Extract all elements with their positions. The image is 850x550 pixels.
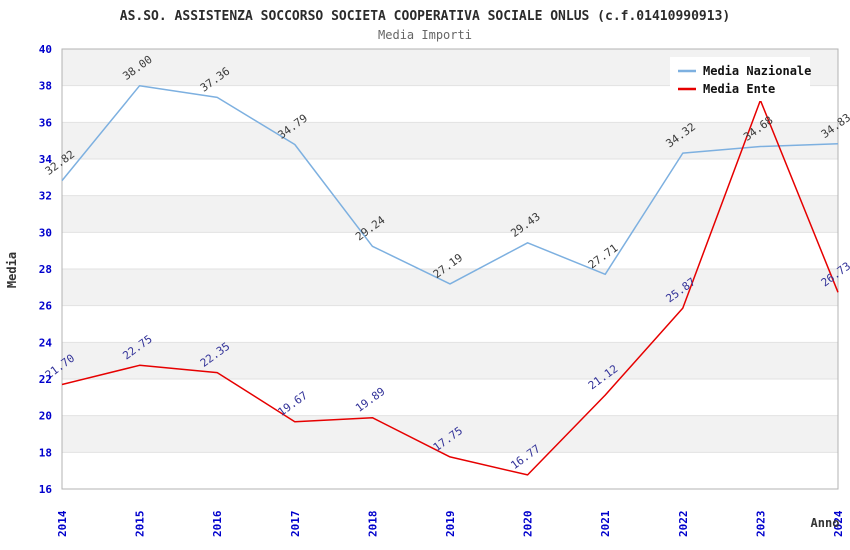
grid-band xyxy=(62,122,838,159)
grid-band xyxy=(62,379,838,416)
y-tick-labels: 16 18 20 22 24 26 28 30 32 34 36 38 40 xyxy=(39,43,53,496)
y-tick-label: 22 xyxy=(39,373,52,386)
x-axis-title: Anno xyxy=(811,516,840,530)
y-tick-label: 32 xyxy=(39,190,52,203)
chart-title: AS.SO. ASSISTENZA SOCCORSO SOCIETA COOPE… xyxy=(120,9,730,24)
x-tick-label: 2021 xyxy=(599,510,612,537)
y-tick-label: 30 xyxy=(39,226,52,239)
plot-border-rect xyxy=(61,48,839,490)
series-lines xyxy=(61,84,839,476)
x-tick-label: 2024 xyxy=(832,510,845,537)
y-tick-label: 28 xyxy=(39,263,52,276)
y-tick-label: 20 xyxy=(39,410,52,423)
y-axis-title: Media xyxy=(5,252,19,288)
x-tick-label: 2014 xyxy=(56,510,69,537)
grid-band xyxy=(62,342,838,379)
x-tick-label: 2023 xyxy=(754,511,767,538)
legend-box xyxy=(670,57,810,101)
x-tick-label: 2020 xyxy=(522,511,535,538)
chart-subtitle: Media Importi xyxy=(378,28,472,42)
grid-band xyxy=(62,195,838,233)
x-tick-label: 2015 xyxy=(134,511,147,538)
grid-band xyxy=(62,305,838,343)
x-tick-label: 2017 xyxy=(289,511,302,538)
y-tick-label: 26 xyxy=(39,300,53,313)
grid-band xyxy=(62,415,838,453)
legend: Media Nazionale Media Ente xyxy=(670,57,811,101)
series-line-media-nazionale xyxy=(61,84,839,285)
legend-item-label: Media Nazionale xyxy=(703,64,811,78)
x-tick-label: 2019 xyxy=(444,511,457,538)
x-tick-label: 2016 xyxy=(211,510,224,537)
y-tick-label: 16 xyxy=(39,483,53,496)
y-tick-label: 40 xyxy=(39,43,52,56)
grid-bands xyxy=(62,49,838,489)
plot-border xyxy=(61,48,839,490)
grid-band xyxy=(62,452,838,489)
y-tick-label: 34 xyxy=(39,153,53,166)
x-tick-labels: 2014 2015 2016 2017 2018 2019 2020 2021 2022 2023… xyxy=(56,510,845,537)
x-tick-label: 2022 xyxy=(677,511,690,538)
legend-item-label: Media Ente xyxy=(703,82,775,96)
y-tick-label: 18 xyxy=(39,446,52,459)
y-tick-label: 38 xyxy=(39,80,52,93)
grid-band xyxy=(62,269,838,306)
y-tick-label: 36 xyxy=(39,116,53,129)
series-line-media-ente xyxy=(61,99,839,476)
grid-band xyxy=(62,159,838,196)
x-tick-label: 2018 xyxy=(366,511,379,538)
y-tick-label: 24 xyxy=(39,336,53,349)
